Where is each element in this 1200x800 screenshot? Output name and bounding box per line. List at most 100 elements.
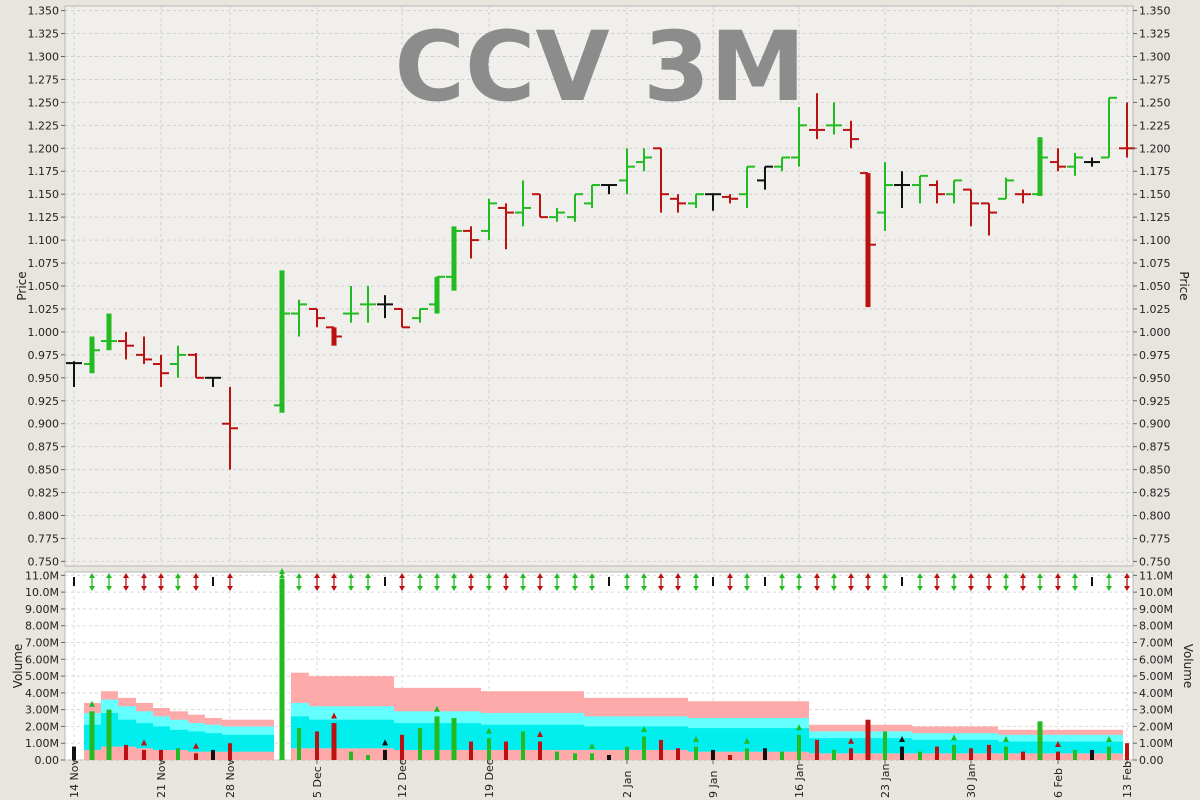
volume-bar bbox=[279, 578, 285, 760]
volume-bar bbox=[573, 753, 577, 760]
volume-bar bbox=[659, 739, 663, 760]
signal-marker-down-head bbox=[468, 586, 474, 591]
signal-marker-down-tail bbox=[1055, 573, 1061, 578]
signal-marker-down-head bbox=[1055, 586, 1061, 591]
price-tick-label-left: 1.125 bbox=[28, 211, 60, 224]
price-tick-label-left: 0.825 bbox=[28, 487, 60, 500]
signal-marker-up-tail bbox=[451, 573, 457, 578]
signal-marker-down-tail bbox=[934, 573, 940, 578]
x-tick-label: 21 Nov bbox=[155, 759, 168, 798]
price-tick-label-right: 1.250 bbox=[1139, 96, 1171, 109]
signal-marker-up-head bbox=[417, 586, 423, 591]
volume-tick-label-left: 4.00M bbox=[25, 687, 59, 700]
volume-bar bbox=[176, 748, 180, 760]
signal-marker-up-head bbox=[796, 586, 802, 591]
signal-marker-up-tail bbox=[520, 573, 526, 578]
signal-marker-down-tail bbox=[1124, 573, 1130, 578]
signal-marker-up-tail bbox=[417, 573, 423, 578]
volume-band-inner bbox=[136, 723, 153, 749]
price-tick-label-right: 1.025 bbox=[1139, 303, 1171, 316]
signal-marker-down-tail bbox=[399, 573, 405, 578]
volume-triangle-marker bbox=[1003, 736, 1009, 743]
x-tick-label: 5 Dec bbox=[311, 766, 324, 798]
signal-marker-up-head bbox=[451, 586, 457, 591]
price-tick-label-left: 1.300 bbox=[28, 50, 60, 63]
signal-marker-up-head bbox=[1106, 586, 1112, 591]
price-tick-label-left: 0.775 bbox=[28, 532, 60, 545]
signal-marker-down-tail bbox=[865, 573, 871, 578]
volume-bar bbox=[297, 728, 301, 760]
price-tick-label-right: 0.825 bbox=[1139, 487, 1171, 500]
signal-marker-up-tail bbox=[486, 573, 492, 578]
signal-marker-up-tail bbox=[365, 573, 371, 578]
signal-marker-up-tail bbox=[1037, 573, 1043, 578]
signal-marker-up-tail bbox=[589, 573, 595, 578]
price-tick-label-left: 1.150 bbox=[28, 188, 60, 201]
price-tick-label-left: 1.025 bbox=[28, 303, 60, 316]
volume-bar bbox=[315, 731, 319, 760]
volume-bar bbox=[607, 754, 611, 760]
signal-marker-down-head bbox=[227, 586, 233, 591]
volume-tick-label-right: 9.00M bbox=[1139, 603, 1173, 616]
volume-bar bbox=[434, 716, 440, 760]
signal-marker-up-head bbox=[1072, 586, 1078, 591]
price-tick-label-right: 1.075 bbox=[1139, 257, 1171, 270]
volume-bar bbox=[1073, 749, 1077, 760]
volume-triangle-marker bbox=[434, 705, 440, 712]
x-tick-label: 12 Dec bbox=[396, 759, 409, 798]
signal-marker-down-tail bbox=[848, 573, 854, 578]
volume-bar bbox=[555, 751, 559, 760]
volume-bar bbox=[366, 754, 370, 760]
signal-marker-down-tail bbox=[537, 573, 543, 578]
volume-tick-label-left: 2.00M bbox=[25, 720, 59, 733]
signal-marker-down-head bbox=[399, 586, 405, 591]
volume-bar bbox=[194, 753, 198, 760]
volume-bar bbox=[1090, 749, 1094, 760]
volume-bar bbox=[625, 746, 629, 760]
signal-marker-down-tail bbox=[968, 573, 974, 578]
volume-triangle-marker bbox=[744, 737, 750, 744]
volume-tick-label-right: 7.00M bbox=[1139, 637, 1173, 650]
volume-triangle-marker bbox=[641, 725, 647, 732]
volume-triangle-marker bbox=[1055, 741, 1061, 748]
signal-marker-down-tail bbox=[227, 573, 233, 578]
volume-band-inner bbox=[688, 728, 809, 752]
price-tick-label-right: 1.175 bbox=[1139, 165, 1171, 178]
volume-tick-label-left: 10.0M bbox=[25, 586, 59, 599]
volume-bar bbox=[521, 731, 525, 760]
volume-bar bbox=[1125, 743, 1129, 760]
volume-tick-label-left: 11.0M bbox=[25, 569, 59, 582]
price-tick-label-left: 0.800 bbox=[28, 510, 60, 523]
signal-marker-up-tail bbox=[106, 573, 112, 578]
signal-marker-up-tail bbox=[89, 573, 95, 578]
price-tick-label-right: 0.775 bbox=[1139, 532, 1171, 545]
volume-bar bbox=[469, 741, 473, 760]
volume-tick-label-right: 5.00M bbox=[1139, 670, 1173, 683]
volume-tick-label-left: 0.00 bbox=[35, 754, 60, 767]
volume-band-inner bbox=[205, 733, 222, 752]
signal-marker-up-tail bbox=[796, 573, 802, 578]
x-tick-label: 19 Dec bbox=[483, 759, 496, 798]
volume-band-inner bbox=[584, 726, 688, 750]
volume-triangle-marker bbox=[589, 742, 595, 749]
volume-triangle-marker bbox=[951, 734, 957, 741]
signal-marker-up-tail bbox=[554, 573, 560, 578]
volume-triangle-marker bbox=[848, 737, 854, 744]
volume-bar bbox=[987, 744, 991, 760]
signal-marker-down-head bbox=[986, 586, 992, 591]
signal-marker-down-head bbox=[814, 586, 820, 591]
signal-marker-down-head bbox=[1124, 586, 1130, 591]
x-tick-label: 23 Jan bbox=[879, 764, 892, 798]
price-tick-label-left: 1.050 bbox=[28, 280, 60, 293]
signal-marker-up-head bbox=[779, 586, 785, 591]
signal-marker-down-head bbox=[331, 586, 337, 591]
price-tick-label-left: 1.250 bbox=[28, 96, 60, 109]
price-bars bbox=[66, 93, 1135, 470]
signal-marker-down-tail bbox=[658, 573, 664, 578]
volume-triangle-marker bbox=[193, 742, 199, 749]
signal-marker-up-tail bbox=[831, 573, 837, 578]
volume-triangle-marker bbox=[382, 739, 388, 746]
volume-triangle-marker bbox=[331, 712, 337, 719]
x-tick-label: 2 Jan bbox=[621, 771, 634, 798]
price-tick-label-right: 1.000 bbox=[1139, 326, 1171, 339]
